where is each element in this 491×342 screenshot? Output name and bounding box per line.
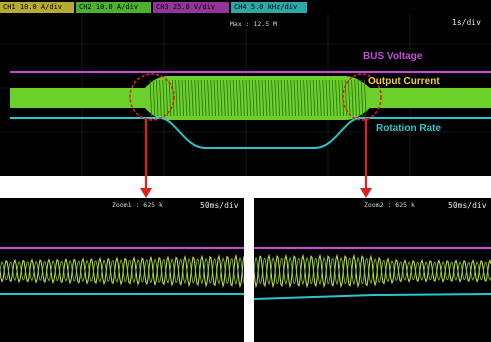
rotation-rate-label: Rotation Rate xyxy=(376,123,441,134)
zoom-right-title: Zoom2 : 625 k xyxy=(364,201,415,209)
zoom-left-timebase: 50ms/div xyxy=(200,201,239,210)
channel-1-label[interactable]: CH1 10.0 A/div ~2% xyxy=(0,1,74,22)
channel-3-label[interactable]: CH3 25.0 V/div ~2% xyxy=(153,1,229,22)
zoom-right-current-wave xyxy=(254,253,491,289)
left-callout-circle xyxy=(129,73,175,121)
zoom-right-timebase: 50ms/div xyxy=(448,201,487,210)
output-current-label: Output Current xyxy=(368,76,440,87)
current-band-left xyxy=(10,88,145,108)
right-callout-circle xyxy=(342,73,382,121)
main-scope-screen: CH1 10.0 A/div ~2% CH2 10.0 A/div ~2% CH… xyxy=(0,0,491,176)
zoom-left-current-wave xyxy=(0,253,244,289)
right-arrow-head xyxy=(360,188,372,198)
zoom-left-current-wave-2 xyxy=(0,256,244,286)
zoom-panel-left: Zoom1 : 625 k 50ms/div xyxy=(0,198,244,342)
channel-4-label[interactable]: CH4 5.0 kHz/div ~2% xyxy=(231,1,307,22)
channel-2-label[interactable]: CH2 10.0 A/div ~2% xyxy=(76,1,151,22)
channel-bar: CH1 10.0 A/div ~2% CH2 10.0 A/div ~2% CH… xyxy=(0,0,491,22)
zoom-right-rotation-rate xyxy=(254,293,491,300)
left-arrow-head xyxy=(140,188,152,198)
bus-voltage-label: BUS Voltage xyxy=(363,51,423,62)
zoom-right-plot xyxy=(254,247,491,300)
zoom-panel-right: Zoom2 : 625 k 50ms/div xyxy=(254,198,491,342)
zoom-left-plot xyxy=(0,247,244,295)
main-timebase: 1s/div xyxy=(452,18,481,27)
zoom-right-current-wave-2 xyxy=(254,256,491,286)
current-band-right xyxy=(370,88,491,108)
main-waveform-plot xyxy=(0,14,491,176)
rotation-rate-trace xyxy=(10,117,491,149)
max-readout: Max : 12.5 M xyxy=(230,20,277,28)
zoom-left-title: Zoom1 : 625 k xyxy=(112,201,163,209)
